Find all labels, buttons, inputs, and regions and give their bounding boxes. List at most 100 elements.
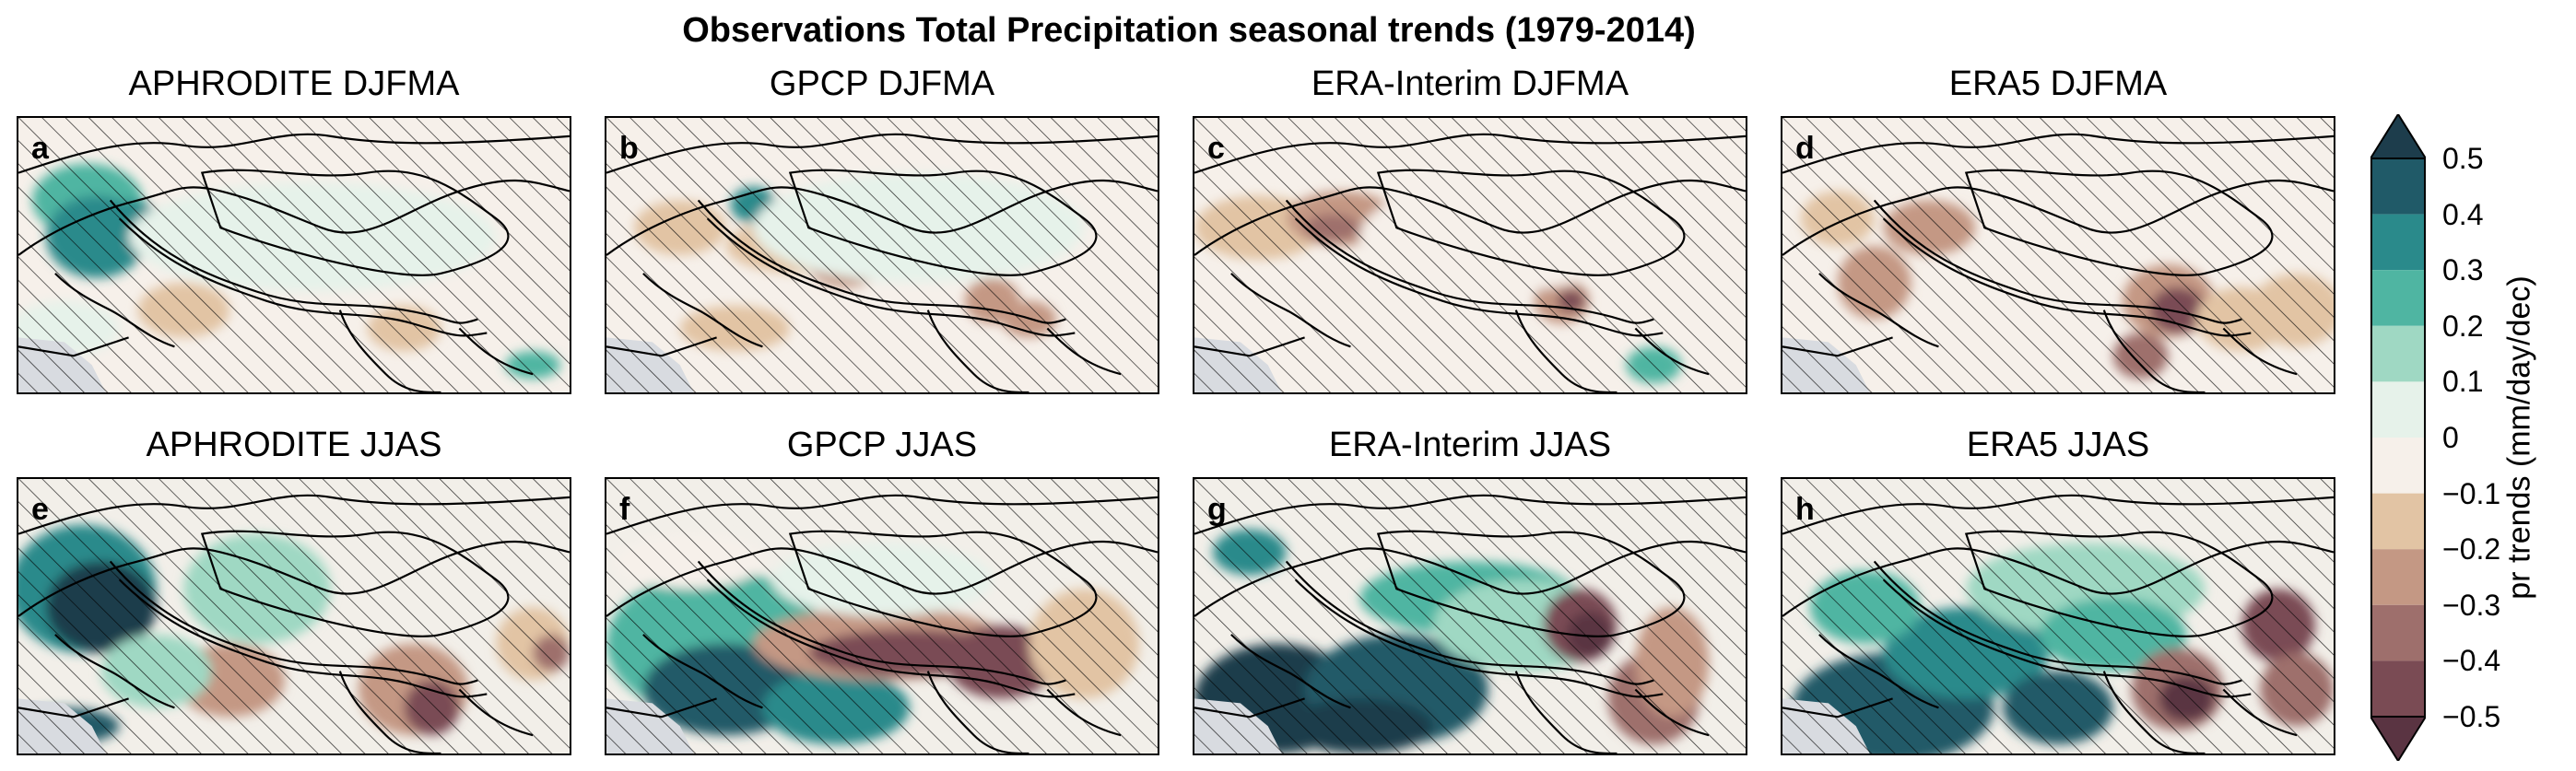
- country-border: [1964, 530, 2274, 637]
- country-border: [642, 634, 763, 709]
- map-panel-g: g: [1193, 477, 1747, 755]
- panel-title-b: GPCP DJFMA: [769, 64, 995, 103]
- significance-hatching: [606, 479, 1158, 753]
- country-border: [606, 336, 717, 357]
- colorbar-level: [2370, 660, 2426, 717]
- panel-label-d: d: [1795, 131, 1815, 166]
- country-border: [706, 578, 1076, 698]
- colorbar-level: [2370, 214, 2426, 271]
- colorbar-tick-label: −0.3: [2442, 588, 2501, 622]
- colorbar-tick-label: −0.5: [2442, 700, 2501, 733]
- colorbar-label: pr trends (mm/day/dec): [2501, 275, 2537, 600]
- country-border: [788, 530, 1098, 637]
- country-border: [1514, 310, 1617, 392]
- map-field: [1194, 479, 1746, 753]
- country-border: [697, 199, 1066, 324]
- map-field: [1782, 479, 2334, 753]
- figure-title: Observations Total Precipitation seasona…: [682, 11, 1696, 50]
- country-border: [706, 217, 1076, 337]
- colorbar-level: [2370, 438, 2426, 494]
- country-border: [1882, 578, 2252, 698]
- panel-label-a: a: [31, 131, 49, 166]
- country-border: [697, 560, 1066, 685]
- country-border: [1294, 578, 1664, 698]
- country-border: [109, 199, 478, 324]
- panel-title-f: GPCP JJAS: [786, 426, 978, 464]
- country-border: [1782, 179, 2334, 256]
- colorbar-level: [2370, 325, 2426, 382]
- colorbar-tick-label: 0: [2442, 421, 2459, 454]
- colorbar-level: [2370, 493, 2426, 550]
- significance-hatching: [1782, 118, 2334, 392]
- panel-label-h: h: [1795, 492, 1815, 527]
- colorbar-extend-top: [2370, 114, 2426, 159]
- country-border: [1376, 530, 1686, 637]
- country-border: [458, 688, 534, 737]
- panel-title-c: ERA-Interim DJFMA: [1311, 64, 1629, 103]
- country-border: [2222, 327, 2298, 376]
- country-border: [642, 273, 763, 348]
- colorbar-tick-label: 0.5: [2442, 142, 2484, 175]
- country-border: [1873, 560, 2242, 685]
- map-panel-f: f: [605, 477, 1159, 755]
- panel-title-a: APHRODITE DJFMA: [128, 64, 460, 103]
- panel-title-h: ERA5 JJAS: [1966, 426, 2150, 464]
- country-border: [1376, 169, 1686, 276]
- significance-hatching: [1194, 118, 1746, 392]
- colorbar-tick-label: 0.4: [2442, 197, 2484, 231]
- country-border: [1294, 217, 1664, 337]
- country-border: [118, 217, 488, 337]
- country-border: [1873, 199, 2242, 324]
- colorbar-tick-label: 0.1: [2442, 365, 2484, 399]
- country-border: [926, 310, 1029, 392]
- country-border: [18, 336, 129, 357]
- country-border: [788, 169, 1098, 276]
- country-border: [1194, 179, 1746, 256]
- country-border: [1634, 327, 1710, 376]
- country-border: [1782, 540, 2334, 617]
- map-panel-d: d: [1781, 116, 2335, 394]
- country-border: [1818, 634, 1939, 709]
- significance-hatching: [18, 479, 570, 753]
- colorbar-level: [2370, 158, 2426, 215]
- country-border: [1634, 688, 1710, 737]
- panel-title-e: APHRODITE JJAS: [146, 426, 442, 464]
- country-border: [18, 179, 570, 256]
- country-border: [606, 697, 717, 718]
- map-panel-c: c: [1193, 116, 1747, 394]
- country-border: [1046, 688, 1122, 737]
- country-border: [18, 697, 129, 718]
- country-border: [54, 634, 175, 709]
- country-border: [1194, 133, 1746, 174]
- country-border: [606, 133, 1158, 174]
- country-border: [1194, 540, 1746, 617]
- country-border: [1782, 494, 2334, 535]
- country-border: [1285, 199, 1654, 324]
- map-panel-h: h: [1781, 477, 2335, 755]
- country-border: [1194, 697, 1305, 718]
- country-border: [1782, 133, 2334, 174]
- significance-hatching: [18, 118, 570, 392]
- country-border: [2102, 310, 2205, 392]
- panel-label-e: e: [31, 492, 49, 527]
- country-border: [606, 540, 1158, 617]
- country-border: [1882, 217, 2252, 337]
- panel-label-b: b: [619, 131, 639, 166]
- country-border: [338, 671, 441, 753]
- colorbar-extend-bottom: [2370, 716, 2426, 761]
- country-border: [2222, 688, 2298, 737]
- significance-hatching: [606, 118, 1158, 392]
- country-border: [200, 530, 510, 637]
- country-border: [54, 273, 175, 348]
- country-border: [1514, 671, 1617, 753]
- country-border: [1046, 327, 1122, 376]
- country-border: [2102, 671, 2205, 753]
- country-border: [18, 133, 570, 174]
- map-field: [606, 479, 1158, 753]
- country-border: [109, 560, 478, 685]
- colorbar-level: [2370, 604, 2426, 661]
- country-border: [1782, 697, 1893, 718]
- panel-title-d: ERA5 DJFMA: [1948, 64, 2168, 103]
- country-border: [1818, 273, 1939, 348]
